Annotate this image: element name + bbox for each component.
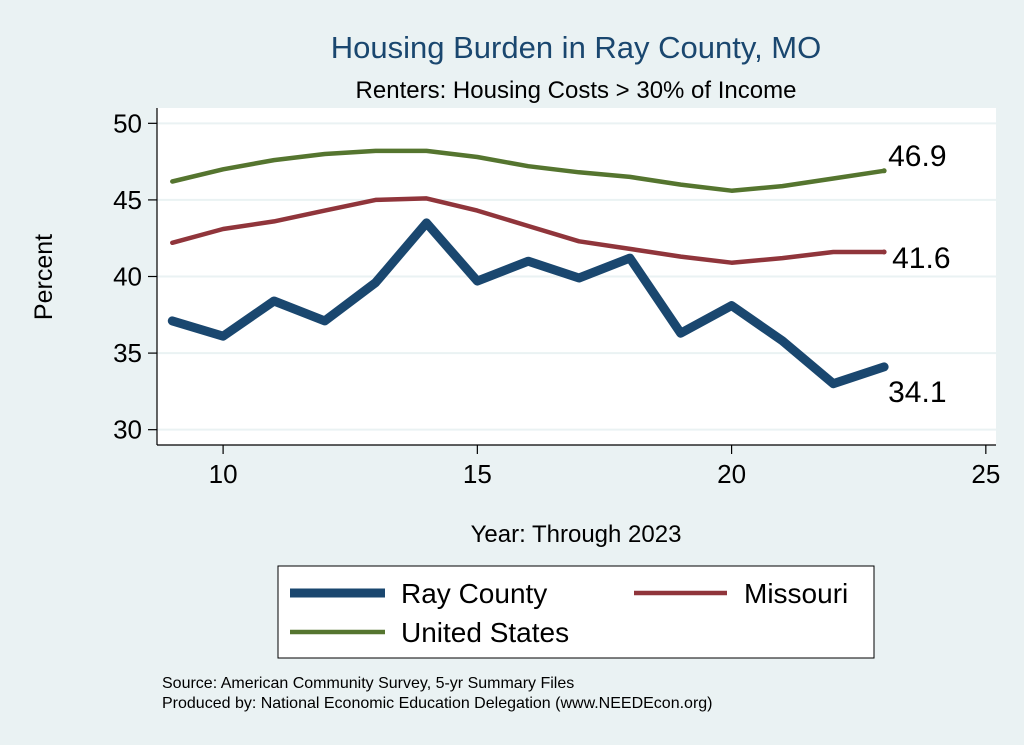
end-label: 34.1 — [888, 376, 946, 409]
y-axis-ticks: 30 35 40 45 50 — [113, 108, 157, 445]
chart-title: Housing Burden in Ray County, MO — [331, 30, 822, 65]
y-tick-label: 30 — [113, 415, 142, 445]
x-axis-ticks: 10 15 20 25 — [209, 445, 1000, 489]
series-line-ray-county — [167, 218, 889, 389]
x-axis-label: Year: Through 2023 — [471, 521, 682, 548]
legend: Ray County Missouri United States — [277, 565, 875, 659]
legend-label: United States — [401, 617, 569, 648]
chart-subtitle: Renters: Housing Costs > 30% of Income — [356, 77, 797, 104]
series-line-united-states — [170, 148, 887, 193]
end-label: 46.9 — [888, 140, 946, 173]
x-tick-label: 20 — [717, 459, 746, 489]
end-point — [881, 168, 887, 174]
series-line-missouri — [170, 196, 887, 265]
y-tick-label: 50 — [113, 108, 142, 138]
producer-note: Produced by: National Economic Education… — [162, 695, 713, 712]
legend-box — [277, 565, 875, 659]
series-lines — [167, 148, 889, 389]
end-labels: 34.1 41.6 46.9 — [888, 140, 950, 409]
y-axis-label: Percent — [30, 234, 58, 320]
legend-label: Missouri — [744, 578, 848, 609]
x-tick-label: 25 — [971, 459, 1000, 489]
x-tick-label: 15 — [463, 459, 492, 489]
y-tick-label: 45 — [113, 185, 142, 215]
y-tick-label: 35 — [113, 338, 142, 368]
source-note: Source: American Community Survey, 5-yr … — [162, 675, 574, 692]
legend-label: Ray County — [401, 578, 547, 609]
end-point — [881, 249, 887, 255]
x-tick-label: 10 — [209, 459, 238, 489]
end-point — [881, 364, 887, 370]
y-tick-label: 40 — [113, 262, 142, 292]
end-label: 41.6 — [892, 242, 950, 275]
